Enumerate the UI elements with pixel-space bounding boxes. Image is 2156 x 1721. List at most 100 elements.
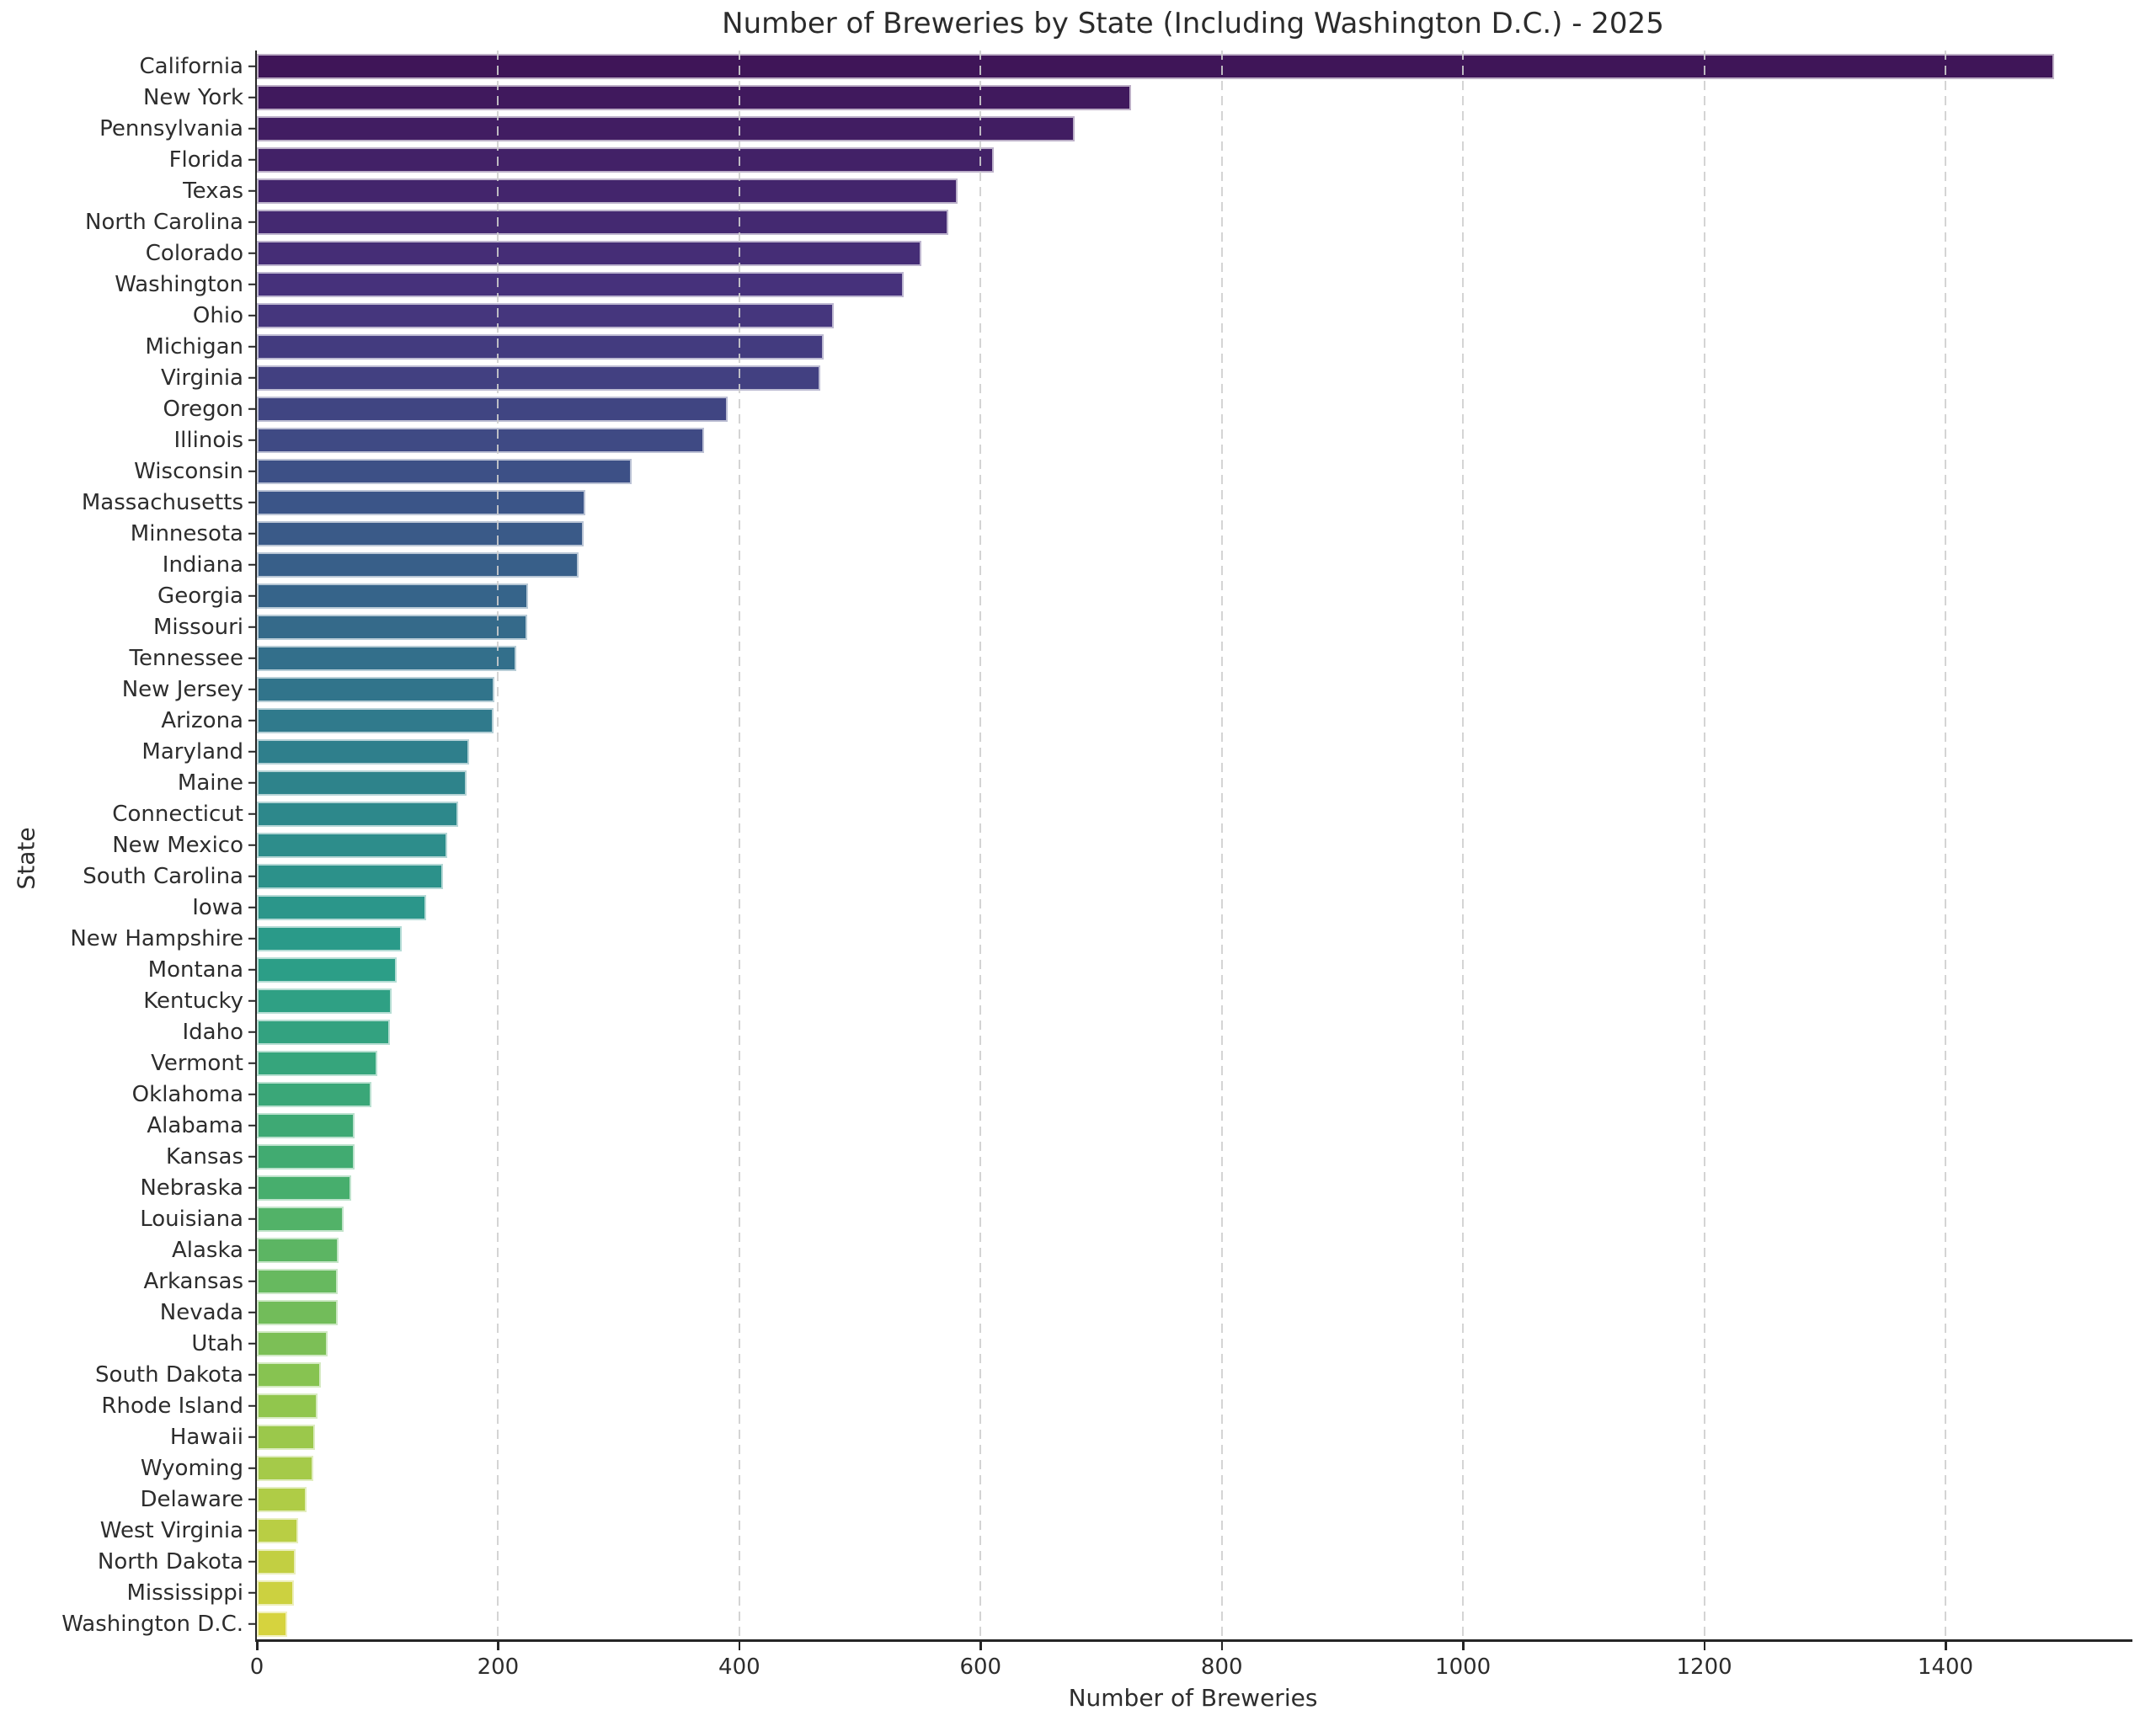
y-tick-mark [248,501,257,504]
bar [257,925,402,951]
bar-row: Montana [148,954,2132,985]
bar-row: Vermont [151,1047,2132,1079]
y-tick-mark [248,1622,257,1625]
y-tick-mark [248,1404,257,1407]
y-tick-mark [248,1591,257,1594]
bar [257,1019,390,1045]
bar-row: Delaware [141,1484,2132,1515]
y-tick-mark [248,189,257,192]
category-label: Washington D.C. [61,1611,243,1637]
y-tick-mark [248,1093,257,1095]
y-tick-mark [248,719,257,722]
x-tick-mark [1703,1642,1706,1650]
category-label: Minnesota [130,520,243,546]
bar [257,84,1132,110]
bar-row: North Carolina [85,206,2132,237]
bar-row: Maryland [141,736,2132,767]
x-tick-mark [497,1642,499,1650]
category-label: Kansas [165,1143,243,1170]
bar [257,707,494,733]
x-tick-label: 0 [249,1654,264,1680]
bar-row: South Carolina [83,860,2132,892]
bar-row: Kentucky [143,985,2132,1016]
bar-row: Minnesota [131,518,2132,549]
bar [257,645,516,671]
y-tick-mark [248,657,257,659]
category-label: Rhode Island [101,1393,243,1419]
y-tick-mark [248,439,257,441]
bar [257,1517,298,1543]
bar-row: South Dakota [95,1359,2132,1390]
y-tick-mark [248,1342,257,1345]
y-tick-mark [248,937,257,940]
category-label: Vermont [151,1050,243,1076]
bar [257,1330,328,1356]
bar [257,1548,296,1574]
y-tick-mark [248,1280,257,1282]
bar-row: Utah [191,1328,2132,1359]
category-label: California [139,53,243,79]
x-tick-mark [738,1642,741,1650]
bar [257,1486,307,1512]
category-label: New York [142,84,243,110]
y-tick-mark [248,532,257,535]
category-label: Colorado [145,240,243,266]
category-label: Montana [147,956,243,983]
bar-row: Louisiana [140,1203,2132,1234]
category-label: Utah [191,1330,243,1356]
y-tick-mark [248,408,257,410]
category-label: Nebraska [140,1175,243,1201]
category-label: Wyoming [140,1455,243,1481]
bar [257,1361,321,1388]
bar-row: Illinois [174,424,2132,456]
y-tick-mark [248,626,257,628]
bar-row: Missouri [153,611,2132,642]
y-tick-mark [248,127,257,130]
y-tick-mark [248,345,257,348]
x-axis-label: Number of Breweries [1068,1684,1318,1712]
category-label: Delaware [140,1486,243,1512]
bar [257,1268,338,1294]
bar-row: Texas [183,175,2132,206]
y-tick-mark [248,314,257,317]
category-label: Idaho [182,1019,244,1045]
bar [257,365,820,391]
bar [257,209,948,235]
bar [257,1580,295,1606]
bar [257,1237,339,1263]
bar-row: California [140,51,2132,82]
y-tick-mark [248,906,257,908]
category-label: Massachusetts [81,489,243,515]
x-tick-mark [979,1642,982,1650]
x-tick-label: 400 [718,1654,760,1680]
bar-row: Georgia [157,580,2132,611]
bar [257,302,834,328]
category-label: South Dakota [95,1361,243,1388]
y-tick-mark [248,1498,257,1500]
bar-row: Nebraska [140,1172,2132,1203]
y-axis-label: State [12,827,40,890]
bar-row: Rhode Island [101,1390,2132,1421]
bar [257,53,2054,79]
category-label: Missouri [152,614,243,640]
category-label: Texas [183,178,243,204]
bar-row: Iowa [192,892,2132,923]
y-tick-mark [248,1031,257,1033]
bar [257,614,527,640]
category-label: Louisiana [140,1206,243,1232]
x-tick-label: 800 [1200,1654,1243,1680]
category-label: Wisconsin [134,458,243,484]
y-tick-mark [248,96,257,99]
category-label: Ohio [192,302,243,328]
y-tick-mark [248,65,257,67]
bar-row: Kansas [166,1141,2132,1172]
y-tick-mark [248,1062,257,1064]
bar [257,147,995,173]
bar [257,427,705,453]
bar [257,458,632,484]
bar-row: North Dakota [98,1546,2132,1577]
y-tick-mark [248,813,257,815]
y-tick-mark [248,158,257,161]
category-label: Iowa [192,894,243,920]
